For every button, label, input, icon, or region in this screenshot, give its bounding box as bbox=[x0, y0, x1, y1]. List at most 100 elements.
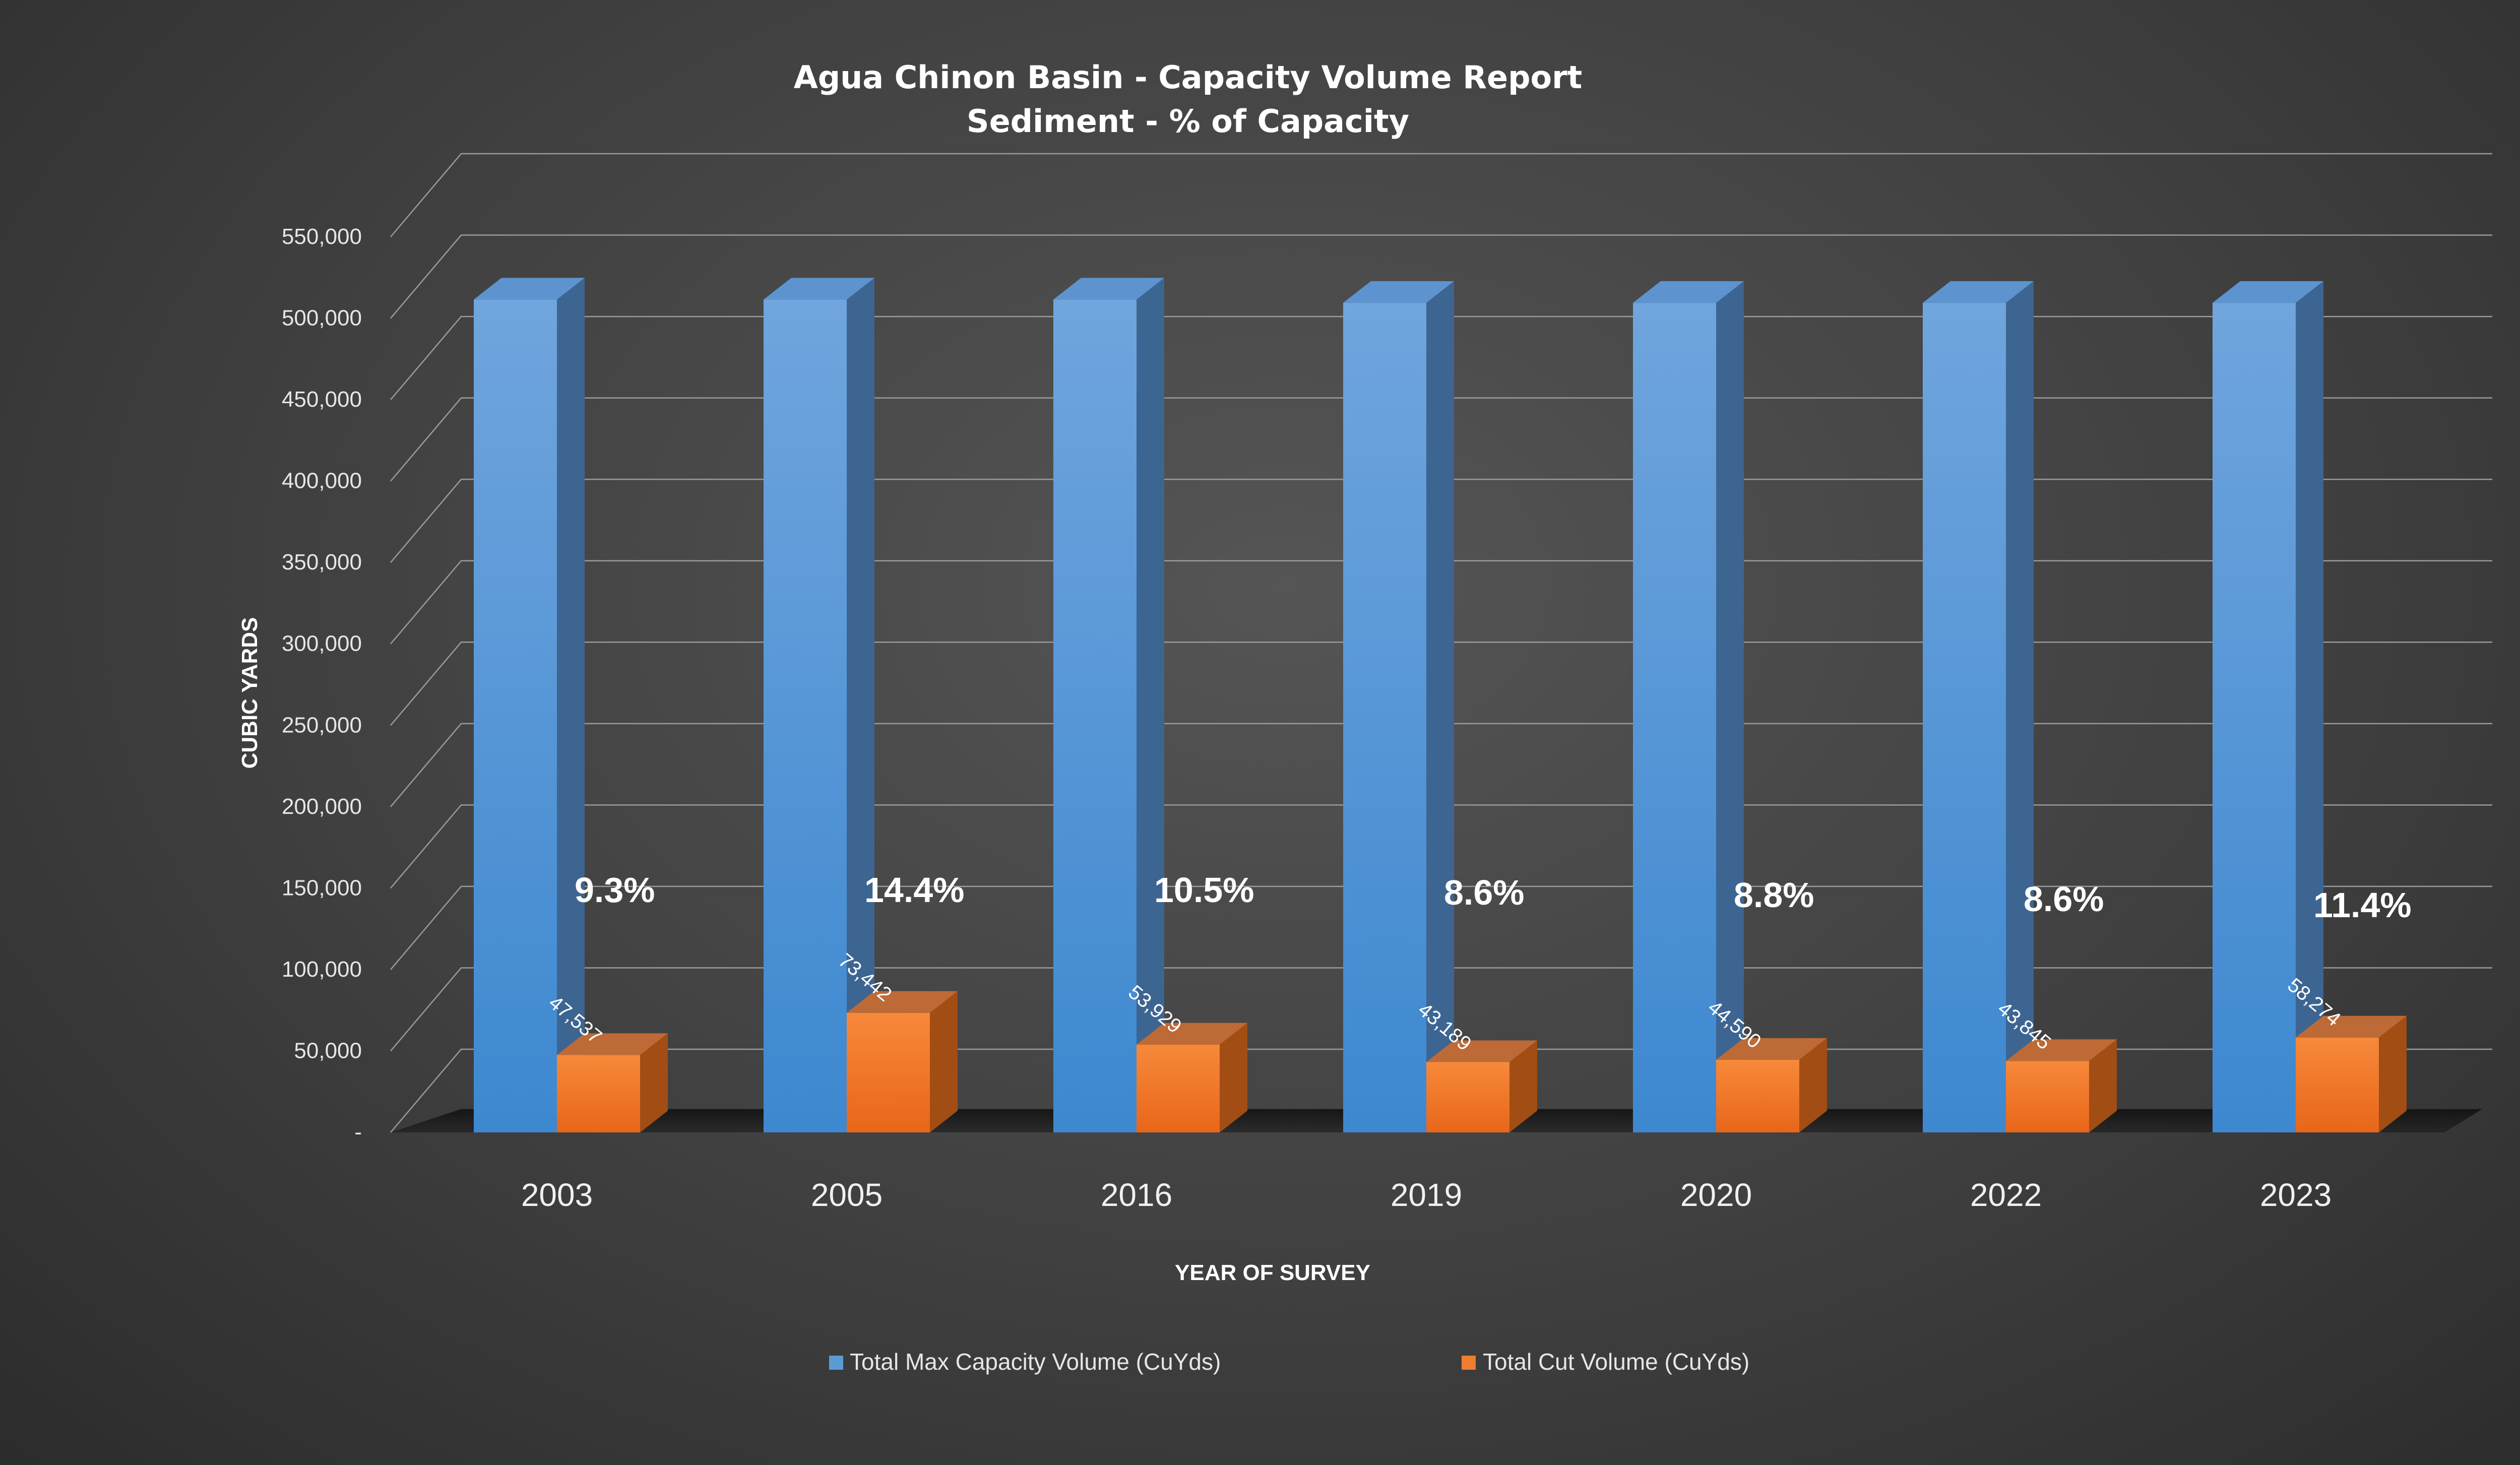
y-tick-label: 300,000 bbox=[282, 631, 362, 656]
x-axis-title: YEAR OF SURVEY bbox=[1175, 1260, 1370, 1285]
bar-cut-volume-front bbox=[2296, 1037, 2379, 1132]
x-tick-label: 2005 bbox=[811, 1177, 883, 1213]
bar-cut-volume-top bbox=[2006, 1039, 2117, 1061]
bar-cut-volume bbox=[1426, 1040, 1537, 1132]
percent-annotation: 10.5% bbox=[1154, 870, 1254, 910]
bar-cut-volume-side bbox=[1220, 1023, 1247, 1132]
y-tick-label: 450,000 bbox=[282, 387, 362, 412]
bar-cut-volume-top bbox=[557, 1033, 668, 1055]
legend-swatch-cut-volume bbox=[1462, 1356, 1476, 1370]
bar-cut-volume-top bbox=[1426, 1040, 1537, 1062]
x-tick-label: 2020 bbox=[1680, 1177, 1752, 1213]
legend-swatch-max-capacity bbox=[829, 1356, 843, 1370]
bar-max-capacity-top bbox=[1053, 278, 1164, 300]
bar-max-capacity-front bbox=[1343, 302, 1426, 1132]
bar-cut-volume-top bbox=[1137, 1023, 1247, 1045]
gridline bbox=[390, 560, 2492, 645]
bar-cut-volume-side bbox=[2379, 1015, 2407, 1132]
percent-annotation: 8.6% bbox=[1444, 873, 1525, 912]
y-tick-label: 250,000 bbox=[282, 713, 362, 737]
bar-cut-volume-side bbox=[2089, 1039, 2117, 1132]
x-axis-categories: 2003 2005 2016 2019 2020 2022 2023 bbox=[521, 1177, 2332, 1213]
bar-cut-volume bbox=[2296, 1015, 2407, 1132]
bar-max-capacity bbox=[764, 278, 874, 1132]
gridlines bbox=[390, 153, 2492, 1133]
gridline bbox=[390, 234, 2492, 319]
bar-cut-volume-side bbox=[1799, 1038, 1827, 1132]
bar-cut-volume-side bbox=[640, 1033, 668, 1132]
bar-max-capacity-top bbox=[1633, 281, 1744, 303]
percent-annotation: 8.8% bbox=[1734, 875, 1814, 915]
bar-max-capacity-top bbox=[1343, 281, 1454, 303]
percent-annotation: 11.4% bbox=[2313, 885, 2412, 925]
y-tick-label: 550,000 bbox=[282, 224, 362, 249]
y-tick-label: 400,000 bbox=[282, 469, 362, 493]
y-axis-title: CUBIC YARDS bbox=[237, 617, 262, 769]
bar-max-capacity-side bbox=[557, 278, 585, 1132]
bar-max-capacity-side bbox=[2006, 281, 2034, 1132]
gridline bbox=[390, 642, 2492, 726]
bar-max-capacity bbox=[1633, 281, 1744, 1132]
y-tick-label: 100,000 bbox=[282, 957, 362, 982]
x-tick-label: 2022 bbox=[1970, 1177, 2042, 1213]
bar-cut-volume bbox=[847, 991, 958, 1132]
bar-max-capacity-front bbox=[1053, 299, 1137, 1132]
bar-max-capacity bbox=[1343, 281, 1454, 1132]
bar-max-capacity bbox=[474, 278, 585, 1132]
percent-annotation: 14.4% bbox=[864, 870, 964, 910]
gridline bbox=[390, 723, 2492, 807]
bar-max-capacity-top bbox=[2213, 281, 2323, 303]
bar-max-capacity-side bbox=[2296, 281, 2323, 1132]
bar-cut-volume bbox=[557, 1033, 668, 1132]
bar-cut-volume bbox=[1137, 1023, 1247, 1132]
bar-max-capacity-front bbox=[474, 299, 557, 1132]
gridline bbox=[390, 397, 2492, 482]
gridline bbox=[390, 153, 2492, 237]
bar-max-capacity-front bbox=[2213, 302, 2296, 1132]
y-axis-ticks: - 50,000 100,000 150,000 200,000 250,000 300,0… bbox=[282, 224, 362, 1144]
y-tick-label: 150,000 bbox=[282, 875, 362, 900]
percent-annotation: 8.6% bbox=[2024, 879, 2104, 919]
bars bbox=[474, 278, 2407, 1132]
bar-cut-volume-front bbox=[1426, 1062, 1509, 1132]
y-tick-label: 50,000 bbox=[294, 1038, 362, 1063]
y-tick-label: 200,000 bbox=[282, 794, 362, 819]
x-tick-label: 2019 bbox=[1391, 1177, 1462, 1213]
legend-label-cut-volume: Total Cut Volume (CuYds) bbox=[1483, 1349, 1749, 1375]
legend: Total Max Capacity Volume (CuYds) Total … bbox=[829, 1349, 1749, 1375]
bar-cut-volume bbox=[2006, 1039, 2117, 1132]
bar-max-capacity-top bbox=[764, 278, 874, 300]
bar-cut-volume-top bbox=[1716, 1038, 1827, 1060]
gridline bbox=[390, 478, 2492, 563]
bar-cut-volume-front bbox=[1716, 1059, 1799, 1132]
y-tick-label: - bbox=[354, 1120, 362, 1144]
bar-cut-volume-front bbox=[847, 1012, 930, 1132]
gridline bbox=[390, 804, 2492, 889]
y-tick-label: 500,000 bbox=[282, 306, 362, 331]
bar-max-capacity-side bbox=[1426, 281, 1454, 1132]
gridline bbox=[390, 967, 2492, 1052]
x-tick-label: 2023 bbox=[2260, 1177, 2332, 1213]
legend-label-max-capacity: Total Max Capacity Volume (CuYds) bbox=[850, 1349, 1221, 1375]
bar-max-capacity-top bbox=[474, 278, 585, 300]
gridline bbox=[390, 315, 2492, 400]
chart-subtitle: Sediment - % of Capacity bbox=[967, 103, 1409, 140]
bar-max-capacity-front bbox=[1923, 302, 2006, 1132]
bar-max-capacity-side bbox=[1137, 278, 1164, 1132]
bar-max-capacity-front bbox=[764, 299, 847, 1132]
chart-title: Agua Chinon Basin - Capacity Volume Repo… bbox=[794, 59, 1583, 96]
x-tick-label: 2003 bbox=[521, 1177, 593, 1213]
percent-annotation: 9.3% bbox=[575, 870, 655, 910]
bar-max-capacity-top bbox=[1923, 281, 2034, 303]
bar-cut-volume-side bbox=[1509, 1040, 1537, 1132]
bar-cut-volume-top bbox=[2296, 1015, 2407, 1038]
bar-cut-volume-top bbox=[847, 991, 958, 1013]
gridline bbox=[390, 885, 2492, 970]
y-tick-label: 350,000 bbox=[282, 550, 362, 575]
bar-cut-volume-side bbox=[930, 991, 958, 1132]
bar-cut-volume-front bbox=[1137, 1044, 1220, 1132]
bar-cut-volume-front bbox=[2006, 1061, 2089, 1132]
bar-max-capacity bbox=[1923, 281, 2034, 1132]
